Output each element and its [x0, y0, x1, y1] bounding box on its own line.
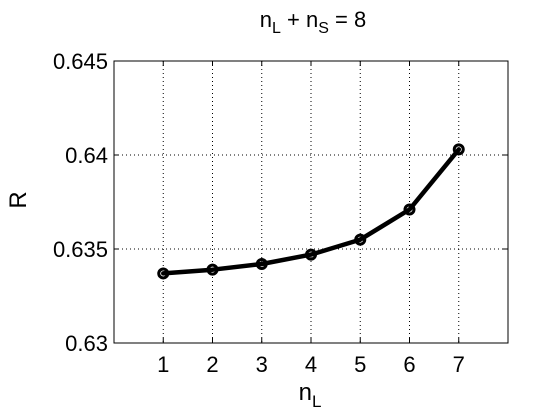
axis-ticks: 1 2 3 4 5 6 7 0.63 0.635 0.64 0.645 — [53, 49, 508, 377]
x-label-base: n — [299, 379, 312, 406]
data-series — [157, 143, 465, 280]
y-tick-label: 0.64 — [65, 143, 108, 168]
title-plus-n: + n — [281, 7, 318, 32]
data-point — [255, 258, 268, 271]
data-point — [354, 233, 367, 246]
y-tick-label: 0.645 — [53, 49, 108, 74]
data-point — [157, 267, 170, 280]
x-tick-label: 1 — [157, 352, 169, 377]
grid-lines — [114, 61, 508, 343]
data-point — [206, 263, 219, 276]
chart-title: nL + nS = 8 — [260, 7, 366, 37]
y-axis-label: R — [5, 191, 32, 208]
plot-area-frame — [113, 60, 509, 344]
x-label-subscript: L — [312, 392, 321, 411]
title-n-l: n — [260, 7, 272, 32]
data-point — [305, 248, 317, 261]
x-tick-label: 2 — [206, 352, 218, 377]
y-tick-label: 0.63 — [65, 331, 108, 356]
x-tick-label: 7 — [453, 352, 465, 377]
x-tick-label: 3 — [256, 352, 268, 377]
title-subscript-l: L — [272, 20, 281, 37]
x-tick-label: 6 — [403, 352, 415, 377]
title-equals: = 8 — [329, 7, 366, 32]
title-subscript-s: S — [318, 20, 329, 37]
x-axis-label: nL — [299, 379, 322, 411]
x-tick-label: 5 — [354, 352, 366, 377]
data-point — [452, 143, 465, 156]
series-line — [161, 147, 462, 276]
x-tick-label: 4 — [305, 352, 317, 377]
y-tick-label: 0.635 — [53, 237, 108, 262]
data-point — [403, 203, 416, 216]
